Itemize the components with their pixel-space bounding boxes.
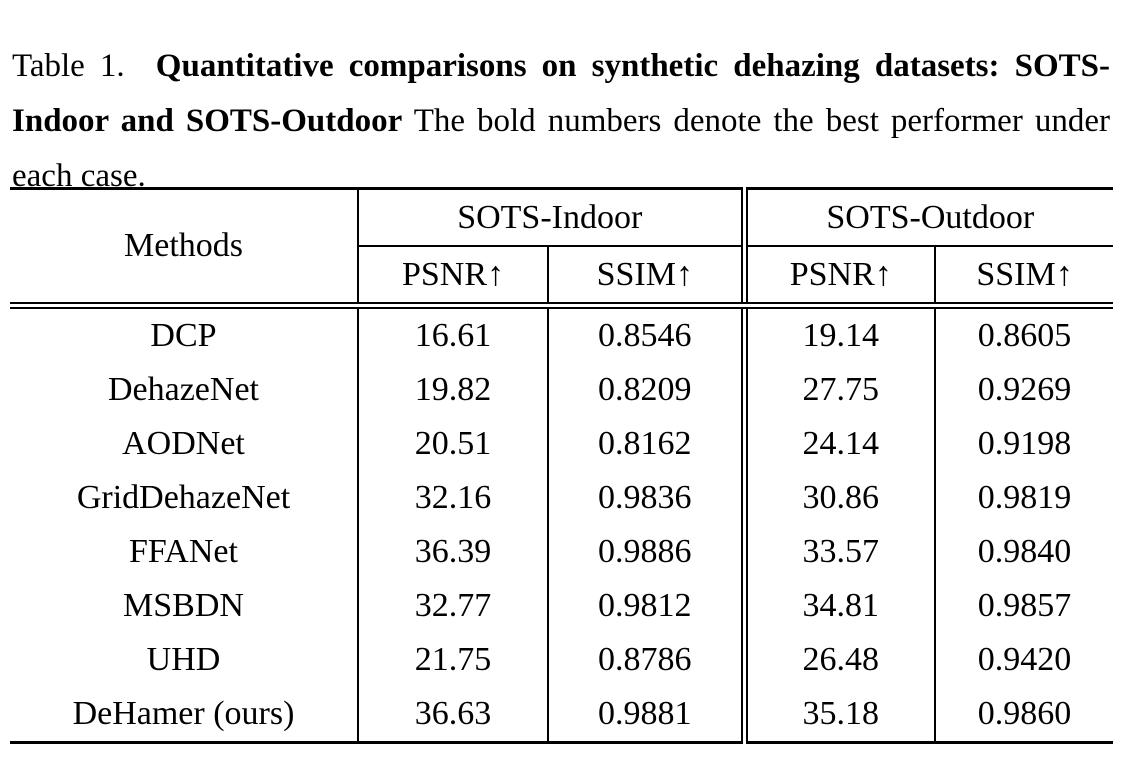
group-header-sots-indoor: SOTS-Indoor bbox=[356, 188, 745, 247]
value-cell: 32.16 bbox=[357, 471, 548, 525]
value-cell: 0.8209 bbox=[546, 363, 745, 417]
comparison-table: Methods SOTS-Indoor SOTS-Outdoor PSNR↑ S… bbox=[10, 187, 1114, 744]
method-name-cell: AODNet bbox=[122, 425, 245, 462]
method-name-cell: DehazeNet bbox=[107, 371, 259, 408]
table-row: FFANet 36.39 0.9886 33.57 0.9840 bbox=[10, 525, 1114, 579]
value-cell: 26.48 bbox=[740, 633, 936, 687]
value-cell: 30.86 bbox=[740, 471, 936, 525]
metric-header-psnr-outdoor: PSNR↑ bbox=[740, 246, 936, 309]
value-cell: 36.39 bbox=[357, 525, 548, 579]
value-cell: 0.8605 bbox=[934, 305, 1114, 363]
table-body: DCP 16.61 0.8546 19.14 0.8605 DehazeNet … bbox=[10, 305, 1114, 743]
value-cell: 34.81 bbox=[740, 579, 936, 633]
value-cell: 19.82 bbox=[357, 363, 548, 417]
caption-table-number: Table 1. bbox=[12, 48, 125, 84]
table-row: GridDehazeNet 32.16 0.9836 30.86 0.9819 bbox=[10, 471, 1114, 525]
value-cell: 33.57 bbox=[740, 525, 936, 579]
value-cell: 0.9857 bbox=[934, 579, 1114, 633]
metric-header-psnr-indoor: PSNR↑ bbox=[357, 246, 548, 309]
value-cell: 36.63 bbox=[357, 687, 548, 743]
method-name-cell: UHD bbox=[146, 641, 221, 678]
metric-header-ssim-outdoor: SSIM↑ bbox=[934, 246, 1114, 309]
value-cell: 0.9819 bbox=[934, 471, 1114, 525]
group-header-row: Methods SOTS-Indoor SOTS-Outdoor bbox=[10, 188, 1114, 309]
metric-header-ssim-indoor: SSIM↑ bbox=[546, 246, 745, 309]
value-cell: 0.9198 bbox=[934, 417, 1114, 471]
method-name-cell: MSBDN bbox=[123, 587, 244, 624]
value-cell: 27.75 bbox=[740, 363, 936, 417]
group-header-sots-outdoor: SOTS-Outdoor bbox=[740, 188, 1114, 247]
value-cell: 0.9860 bbox=[934, 687, 1114, 743]
table-row: UHD 21.75 0.8786 26.48 0.9420 bbox=[10, 633, 1114, 687]
methods-header-cell: Methods bbox=[10, 188, 358, 309]
table-row: AODNet 20.51 0.8162 24.14 0.9198 bbox=[10, 417, 1114, 471]
method-name-cell: FFANet bbox=[129, 533, 238, 570]
value-cell: 21.75 bbox=[357, 633, 548, 687]
metric-header-row: PSNR↑ SSIM↑ PSNR↑ SSIM↑ bbox=[10, 246, 1114, 309]
value-cell: 32.77 bbox=[357, 579, 548, 633]
table-caption: Table 1. Quantitative comparisons on syn… bbox=[12, 39, 1110, 204]
value-cell: 19.14 bbox=[740, 305, 936, 363]
table-row: DeHamer (ours) 36.63 0.9881 35.18 0.9860 bbox=[10, 687, 1114, 743]
value-cell: 0.9840 bbox=[934, 525, 1114, 579]
method-name-cell: GridDehazeNet bbox=[76, 479, 291, 516]
method-name-cell: DCP bbox=[150, 317, 217, 354]
table-row: MSBDN 32.77 0.9812 34.81 0.9857 bbox=[10, 579, 1114, 633]
value-cell: 0.9812 bbox=[546, 579, 745, 633]
value-cell: 0.9836 bbox=[546, 471, 745, 525]
value-cell: 0.9886 bbox=[546, 525, 745, 579]
table-header: Methods SOTS-Indoor SOTS-Outdoor PSNR↑ S… bbox=[10, 188, 1114, 309]
table-row: DehazeNet 19.82 0.8209 27.75 0.9269 bbox=[10, 363, 1114, 417]
value-cell: 16.61 bbox=[357, 305, 548, 363]
value-cell: 0.9269 bbox=[934, 363, 1114, 417]
caption-bold-title: Quantitative comparisons on synthetic de… bbox=[12, 48, 1111, 139]
value-cell: 24.14 bbox=[740, 417, 936, 471]
value-cell: 0.8162 bbox=[546, 417, 745, 471]
value-cell: 0.8786 bbox=[546, 633, 745, 687]
value-cell: 0.8546 bbox=[546, 305, 745, 363]
value-cell: 0.9420 bbox=[934, 633, 1114, 687]
value-cell: 35.18 bbox=[740, 687, 936, 743]
value-cell: 0.9881 bbox=[546, 687, 745, 743]
method-name-cell: DeHamer (ours) bbox=[72, 695, 295, 732]
value-cell: 20.51 bbox=[357, 417, 548, 471]
table-row: DCP 16.61 0.8546 19.14 0.8605 bbox=[10, 305, 1114, 363]
